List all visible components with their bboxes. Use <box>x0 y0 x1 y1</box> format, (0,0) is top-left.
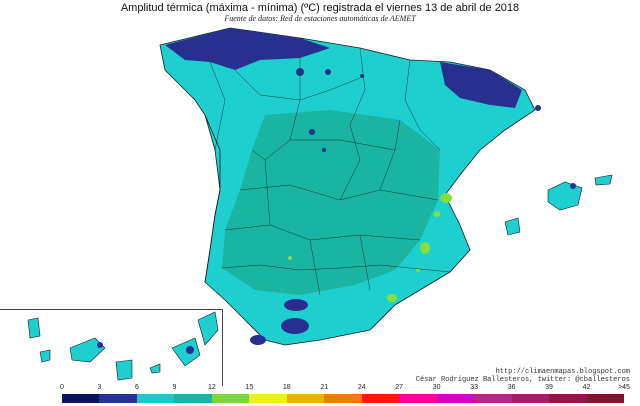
legend-swatch-10 <box>436 394 475 403</box>
south-low-range-1 <box>284 299 308 311</box>
legend-swatch-13 <box>549 394 587 403</box>
ibiza-island <box>504 217 521 236</box>
credit-url: http://climaenmapas.blogspot.com <box>495 368 630 376</box>
canary-islands <box>27 311 219 381</box>
legend-tick-label: 27 <box>395 384 404 391</box>
map-subtitle: Fuente de datos: Red de estaciones autom… <box>224 14 416 23</box>
legend-tick-label: >45 <box>618 384 630 391</box>
map-title: Amplitud térmica (máxima - mínima) (ºC) … <box>120 2 520 14</box>
legend-tick-label: 42 <box>582 384 591 391</box>
legend-tick-label: 21 <box>320 384 329 391</box>
legend-tick-label: 33 <box>470 384 479 391</box>
legend-swatch-7 <box>324 394 362 403</box>
interior-teal-region <box>222 110 440 295</box>
menorca-island <box>594 174 613 186</box>
portugal-border <box>204 114 221 283</box>
pyrenees-low-range <box>440 62 522 108</box>
legend-swatch-2 <box>136 394 175 403</box>
legend-swatch-11 <box>474 394 512 403</box>
credit-author: César Rodríguez Ballesteros, twitter: @c… <box>415 376 630 384</box>
east-high-range-3 <box>387 294 397 302</box>
south-low-range-3 <box>250 335 266 345</box>
canary-inset-frame <box>0 309 223 386</box>
legend-ticks: 0 3 6 9 12 15 18 21 24 27 30 33 36 39 42 >45 <box>60 384 630 394</box>
legend-swatch-4 <box>211 394 250 403</box>
legend-swatch-14 <box>586 394 625 403</box>
legend-tick-label: 39 <box>545 384 553 391</box>
legend-tick-label: 0 <box>60 384 64 391</box>
legend-tick-label: 6 <box>134 384 139 391</box>
legend-swatch-5 <box>249 394 287 403</box>
south-low-range-2 <box>281 318 309 334</box>
east-high-range-1 <box>440 193 452 203</box>
legend-tick-label: 24 <box>357 384 366 391</box>
legend-swatch-0 <box>62 394 100 403</box>
legend-tick-label: 12 <box>207 384 216 391</box>
east-high-range-5 <box>288 256 292 260</box>
legend-tick-label: 30 <box>432 384 441 391</box>
legend-tick-label: 36 <box>507 384 516 391</box>
legend-tick-label: 9 <box>172 384 177 391</box>
legend-tick-label: 15 <box>245 384 254 391</box>
east-high-range-4 <box>434 211 440 217</box>
legend-swatch-1 <box>99 394 137 403</box>
legend-swatch-6 <box>286 394 325 403</box>
legend-tick-label: 18 <box>282 384 291 391</box>
north-coast-low-range <box>165 28 330 70</box>
east-high-range-2 <box>420 242 430 254</box>
legend-swatch-9 <box>399 394 437 403</box>
legend-swatch-3 <box>174 394 212 403</box>
color-legend <box>62 394 625 403</box>
legend-tick-label: 3 <box>97 384 102 391</box>
mallorca-island <box>547 181 583 211</box>
legend-swatch-8 <box>361 394 400 403</box>
province-borders <box>209 47 451 296</box>
legend-swatch-12 <box>511 394 550 403</box>
